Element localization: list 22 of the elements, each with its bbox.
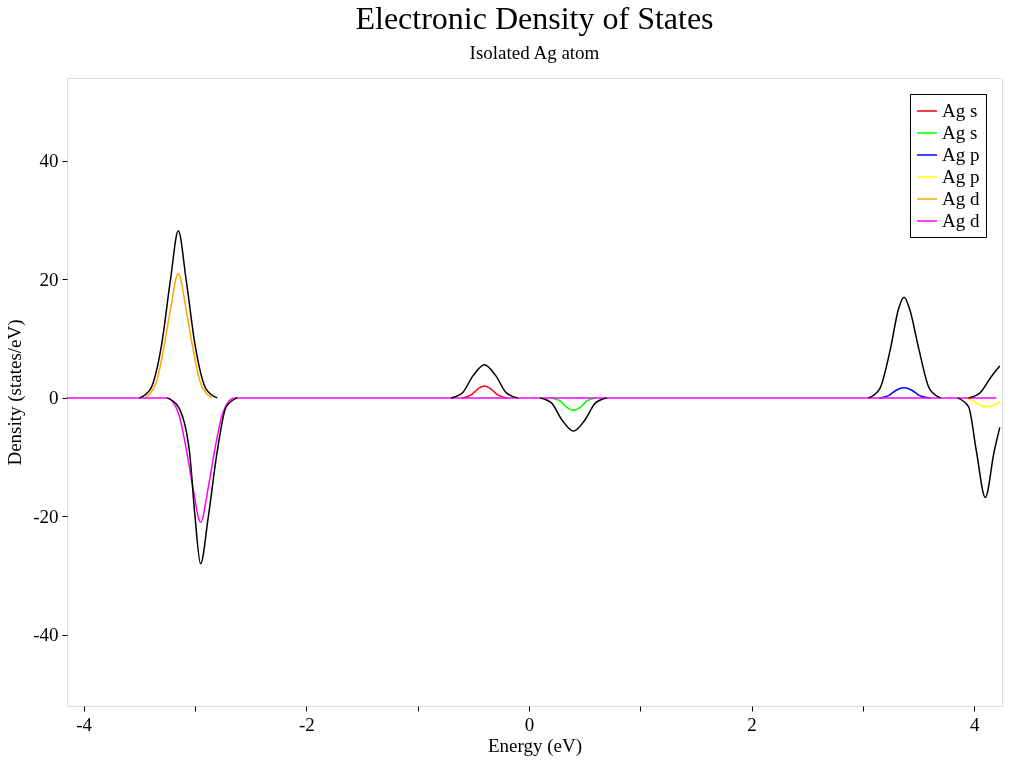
x-tick-label: -2 — [298, 713, 315, 735]
legend-label: Ag p — [942, 166, 980, 187]
x-tick-label: 4 — [969, 713, 980, 735]
x-axis-title: Energy (eV) — [487, 734, 583, 757]
line-series — [66, 397, 998, 524]
chart-title: Electronic Density of States — [355, 0, 714, 36]
legend-label: Ag p — [942, 144, 980, 165]
legend-label: Ag s — [942, 100, 978, 121]
x-tick-label: 0 — [524, 713, 535, 735]
y-axis-title: Density (states/eV) — [4, 319, 27, 466]
y-tick-label: -40 — [33, 624, 59, 646]
y-tick-label: 0 — [49, 387, 59, 409]
line-series — [144, 272, 213, 399]
y-tick-label: 20 — [39, 268, 59, 290]
chart-subtitle: Isolated Ag atom — [469, 42, 600, 63]
legend-label: Ag s — [942, 122, 978, 143]
x-tick-label: 2 — [747, 713, 757, 735]
y-tick-label: -20 — [33, 505, 59, 527]
x-tick-label: -4 — [76, 713, 93, 735]
legend-label: Ag d — [942, 210, 980, 231]
y-tick-label: 40 — [39, 150, 59, 172]
legend-label: Ag d — [942, 188, 980, 209]
